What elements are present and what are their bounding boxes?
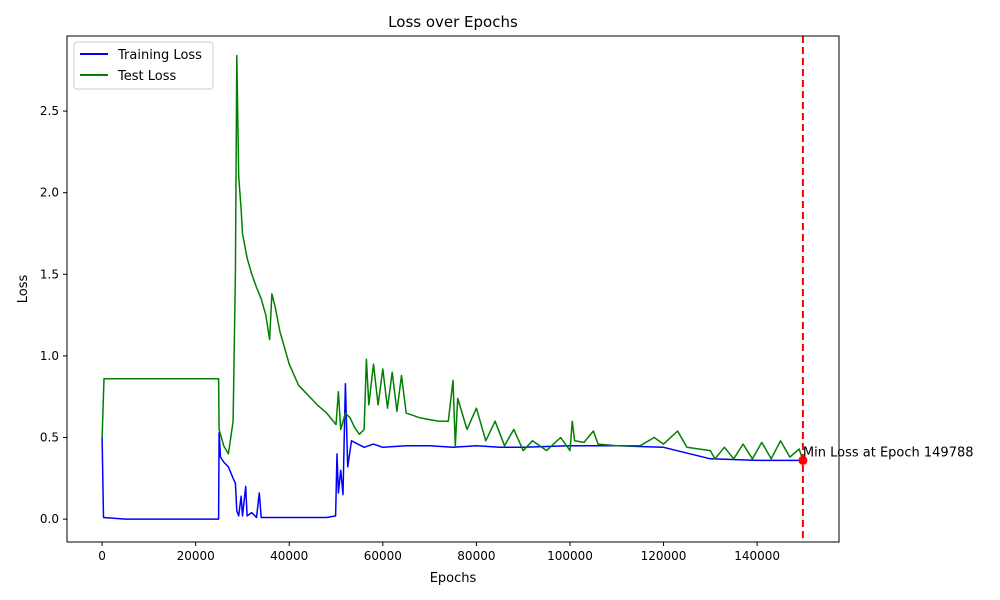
x-axis-ticks: 0 20000 40000 60000 80000 100000 120000 140000	[98, 542, 780, 563]
x-tick-label: 0	[98, 549, 106, 563]
chart-title: Loss over Epochs	[388, 13, 518, 31]
y-axis-ticks: 0.0 0.5 1.0 1.5 2.0 2.5	[40, 104, 67, 526]
x-tick-label: 40000	[270, 549, 308, 563]
legend: Training Loss Test Loss	[73, 41, 214, 90]
x-tick-label: 20000	[177, 549, 215, 563]
legend-label-training-loss: Training Loss	[117, 48, 202, 63]
legend-label-test-loss: Test Loss	[117, 69, 176, 84]
x-axis-label: Epochs	[430, 571, 477, 586]
plot-area: Min Loss at Epoch 149788	[66, 35, 974, 543]
y-tick-label: 1.5	[40, 267, 59, 281]
annotation-layer: Min Loss at Epoch 149788	[798, 36, 974, 542]
y-tick-label: 2.5	[40, 104, 59, 118]
y-tick-label: 0.5	[40, 431, 59, 445]
legend-box	[73, 41, 214, 90]
x-tick-label: 80000	[457, 549, 495, 563]
y-tick-label: 2.0	[40, 186, 59, 200]
x-tick-label: 140000	[734, 549, 780, 563]
y-tick-label: 1.0	[40, 349, 59, 363]
series-layer	[101, 54, 804, 520]
series-line-training-loss	[101, 382, 803, 520]
y-tick-label: 0.0	[40, 512, 59, 526]
axes-frame	[66, 35, 840, 543]
x-tick-label: 100000	[547, 549, 593, 563]
min-loss-marker	[798, 455, 808, 465]
x-tick-label: 60000	[364, 549, 402, 563]
y-axis-label: Loss	[16, 275, 31, 304]
x-tick-label: 120000	[641, 549, 687, 563]
series-line-test-loss	[101, 54, 804, 461]
min-loss-annotation: Min Loss at Epoch 149788	[803, 445, 974, 460]
